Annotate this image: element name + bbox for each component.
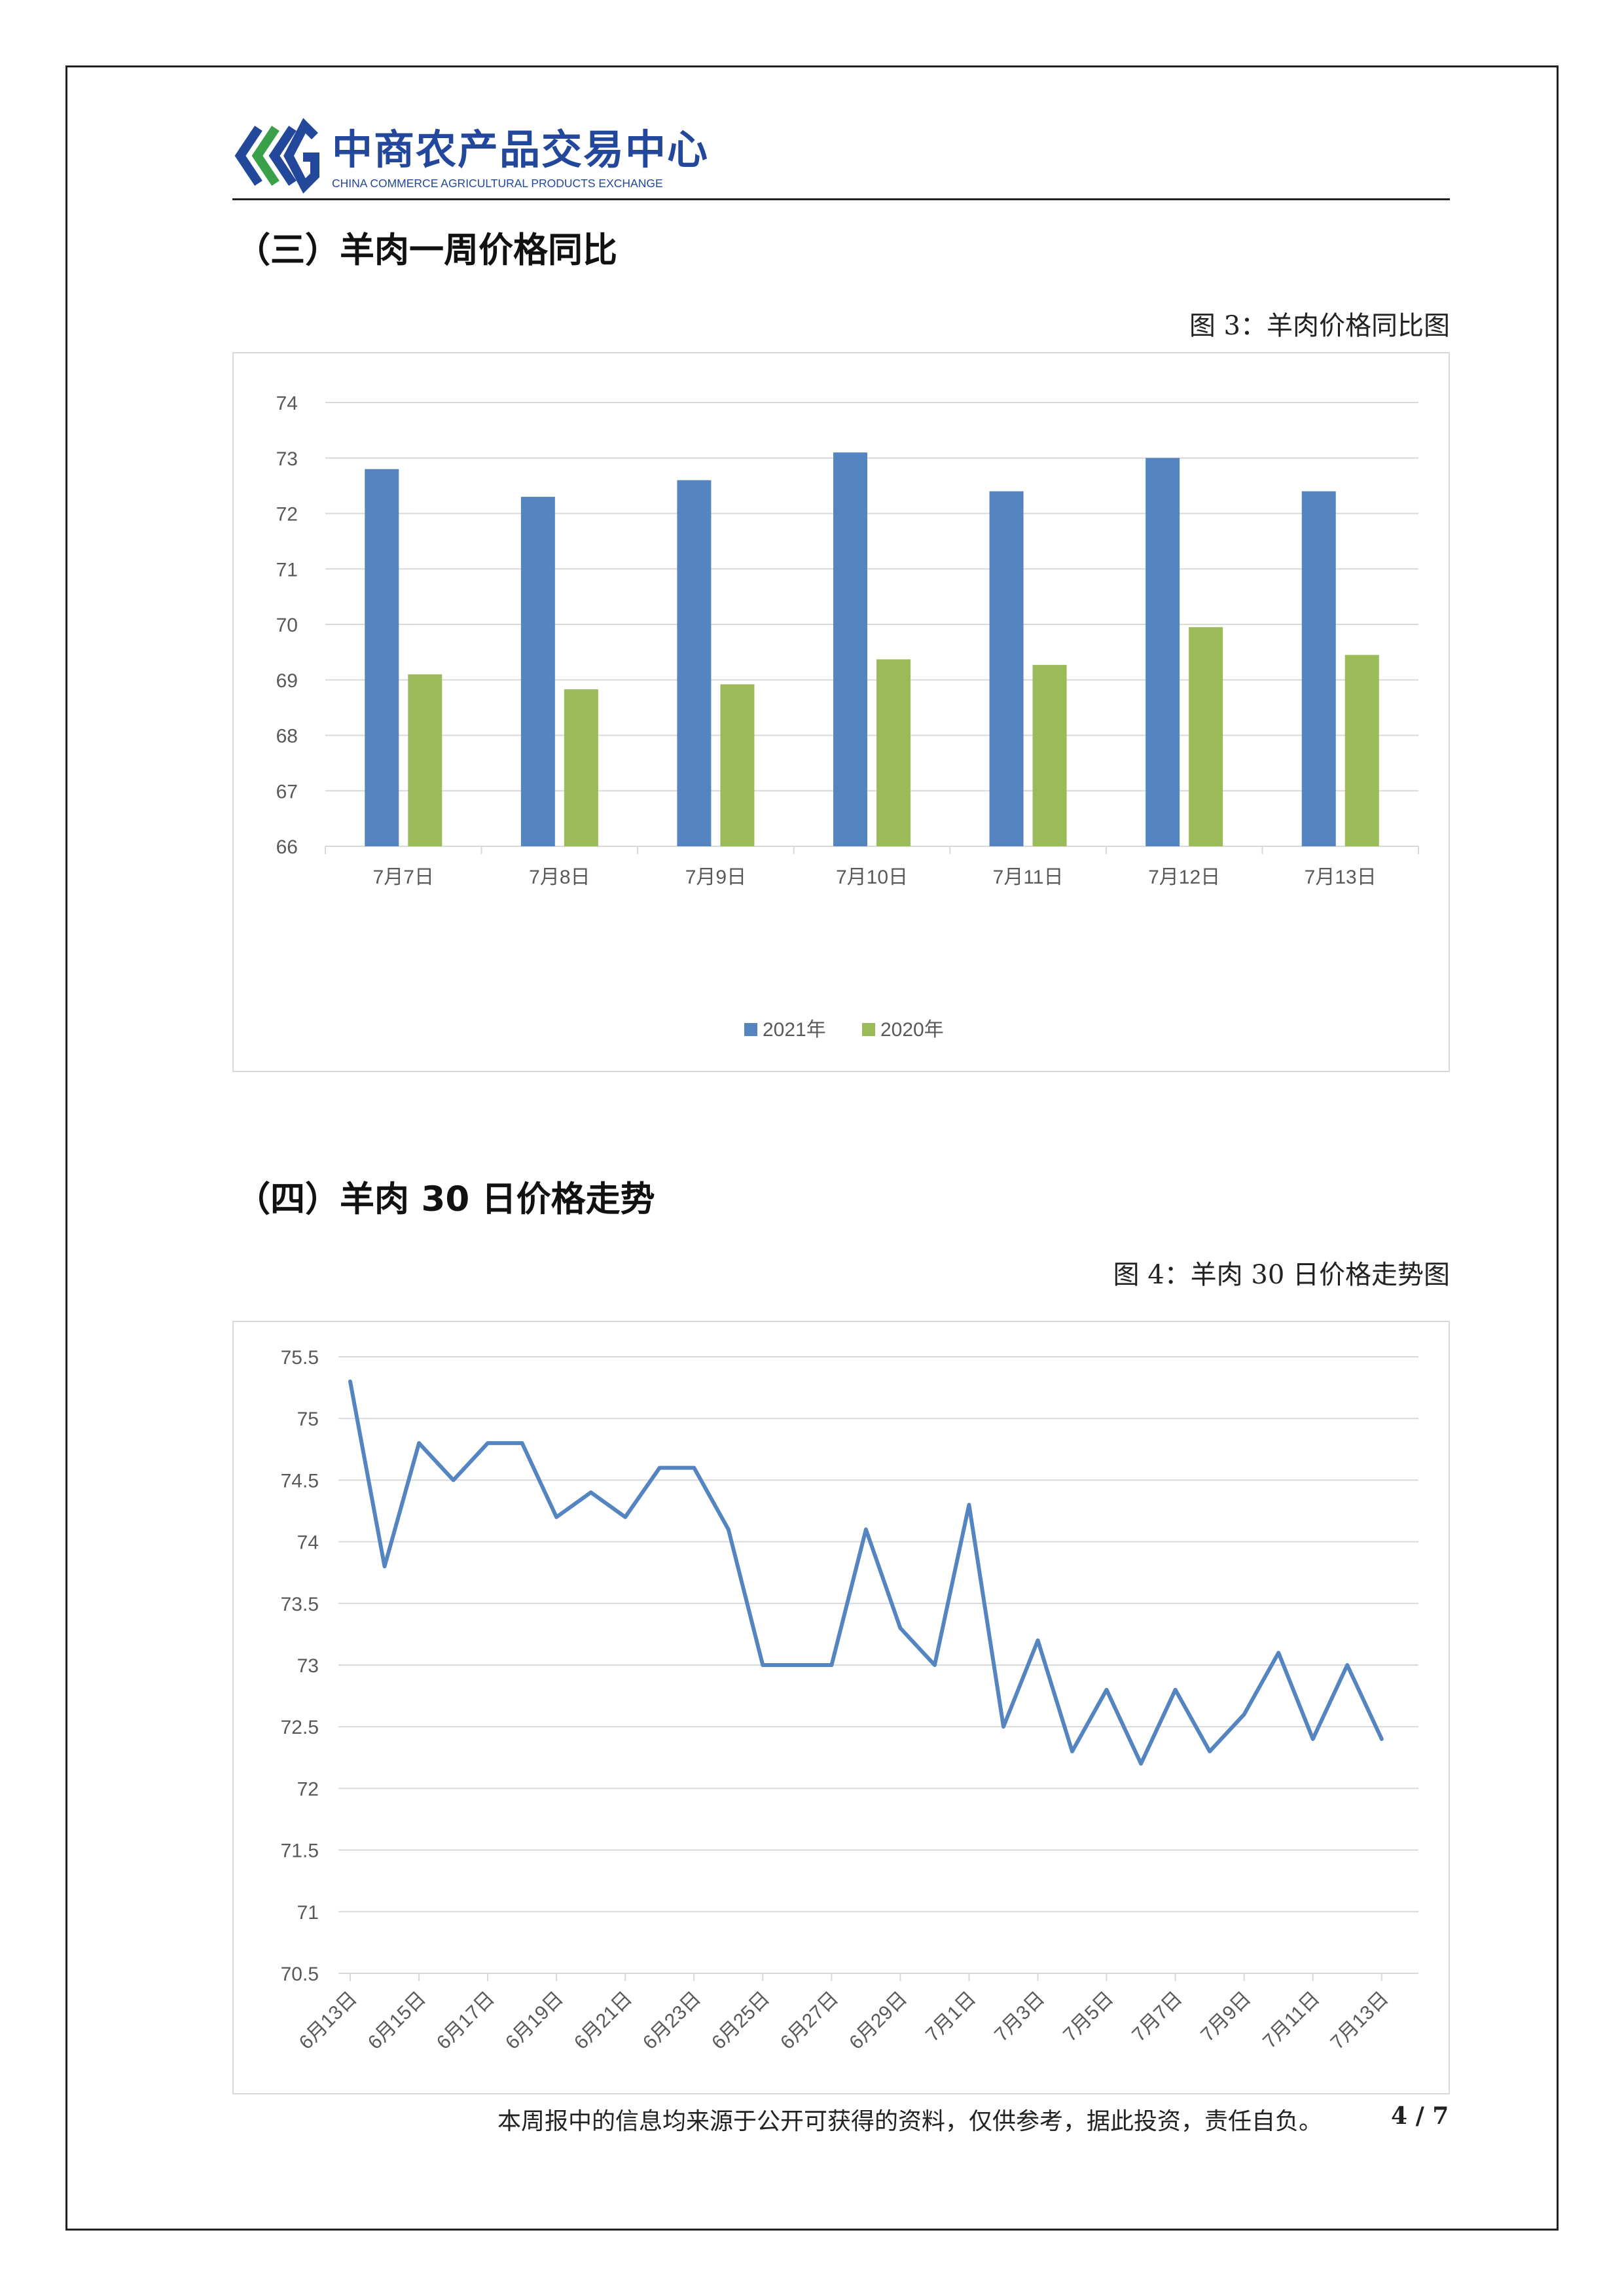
y-tick-label: 70.5	[281, 1964, 319, 1985]
y-tick-label: 74	[276, 393, 298, 414]
header-divider	[232, 198, 1450, 200]
footer-disclaimer: 本周报中的信息均来源于公开可获得的资料，仅供参考，据此投资，责任自负。	[497, 2108, 1323, 2135]
x-tick-label: 7月12日	[1148, 867, 1220, 888]
x-tick-label: 7月3日	[990, 1988, 1049, 2046]
y-tick-label: 71.5	[281, 1840, 319, 1862]
x-tick-label: 7月10日	[836, 867, 908, 888]
line-chart-container: 75.5 75 74.5 74 73.5 73 72.5 72 71.5 71 70.5 6月13日 6…	[232, 1321, 1450, 2094]
y-tick-label: 74	[297, 1532, 319, 1554]
bar-2020年	[720, 684, 755, 846]
bar-chart: 74 73 72 71 70 69 68 67 66 7月7日 7月8日 7月9日 7月10日 7月11日…	[276, 393, 1419, 1041]
bar-2020年	[1344, 655, 1379, 846]
x-tick-label: 6月21日	[570, 1988, 636, 2054]
logo-chinese-name: 中商农产品交易中心	[332, 126, 710, 173]
y-tick-label: 74.5	[281, 1470, 319, 1492]
y-tick-label: 71	[297, 1902, 319, 1924]
bar-2021年	[1301, 491, 1336, 846]
x-tick-label: 6月23日	[639, 1988, 705, 2054]
figure-4-caption: 图 4：羊肉 30 日价格走势图	[1113, 1260, 1451, 1290]
y-tick-label: 73	[276, 448, 298, 470]
y-tick-label: 70	[276, 615, 298, 636]
x-tick-label: 7月11日	[993, 867, 1064, 888]
x-tick-label: 6月15日	[364, 1988, 430, 2054]
x-tick-label: 7月7日	[373, 867, 434, 888]
section-3-title: （三）羊肉一周价格同比	[236, 230, 617, 270]
bar-2021年	[365, 469, 399, 846]
legend-swatch	[744, 1023, 757, 1036]
logo-mark-icon	[234, 118, 319, 194]
y-tick-label: 71	[276, 559, 298, 581]
x-tick-label: 7月1日	[922, 1988, 980, 2046]
y-tick-label: 75.5	[281, 1347, 319, 1369]
x-tick-label: 6月17日	[433, 1988, 499, 2054]
price-line	[348, 1379, 1384, 1766]
legend-swatch	[862, 1023, 875, 1036]
x-tick-label: 6月27日	[776, 1988, 842, 2054]
legend-label: 2021年	[763, 1019, 826, 1041]
x-tick-label: 7月13日	[1305, 867, 1377, 888]
bar-chart-container: 74 73 72 71 70 69 68 67 66 7月7日 7月8日 7月9日 7月10日 7月11日…	[232, 352, 1450, 1072]
bar-2021年	[520, 497, 555, 846]
y-tick-label: 72	[297, 1778, 319, 1800]
y-tick-label: 73	[297, 1655, 319, 1677]
bar-2020年	[1189, 627, 1223, 846]
x-tick-label: 6月19日	[501, 1988, 568, 2054]
y-tick-label: 72	[276, 504, 298, 526]
bar-2021年	[833, 452, 867, 846]
x-tick-label: 7月8日	[529, 867, 590, 888]
x-tick-label: 6月29日	[845, 1988, 911, 2054]
x-tick-label: 7月7日	[1128, 1988, 1186, 2046]
x-tick-label: 7月11日	[1259, 1988, 1324, 2053]
x-tick-label: 7月9日	[685, 867, 746, 888]
y-tick-label: 73.5	[281, 1594, 319, 1615]
y-tick-label: 66	[276, 836, 298, 858]
x-tick-label: 7月13日	[1327, 1988, 1393, 2054]
x-tick-label: 7月9日	[1197, 1988, 1255, 2046]
x-tick-label: 6月13日	[295, 1988, 361, 2054]
legend-label: 2020年	[880, 1019, 944, 1041]
company-logo: 中商农产品交易中心 CHINA COMMERCE AGRICULTURAL PR…	[232, 117, 708, 195]
bar-2021年	[1146, 457, 1180, 846]
x-tick-label: 6月25日	[708, 1988, 774, 2054]
figure-3-caption: 图 3：羊肉价格同比图	[1189, 311, 1450, 341]
bar-2021年	[989, 491, 1024, 846]
y-tick-label: 75	[297, 1408, 319, 1430]
y-tick-label: 72.5	[281, 1717, 319, 1738]
x-tick-label: 7月5日	[1059, 1988, 1117, 2046]
y-tick-label: 69	[276, 670, 298, 692]
page-number: 4 / 7	[1391, 2102, 1449, 2130]
y-tick-label: 68	[276, 726, 298, 747]
section-4-title: （四）羊肉 30 日价格走势	[236, 1179, 655, 1219]
y-tick-label: 67	[276, 781, 298, 802]
logo-english-name: CHINA COMMERCE AGRICULTURAL PRODUCTS EXC…	[332, 177, 663, 190]
bar-2020年	[876, 659, 911, 846]
bar-2020年	[408, 674, 442, 846]
bar-2020年	[564, 689, 598, 846]
bar-2020年	[1032, 664, 1067, 846]
bar-2021年	[677, 480, 712, 846]
page-frame	[65, 65, 1559, 2231]
